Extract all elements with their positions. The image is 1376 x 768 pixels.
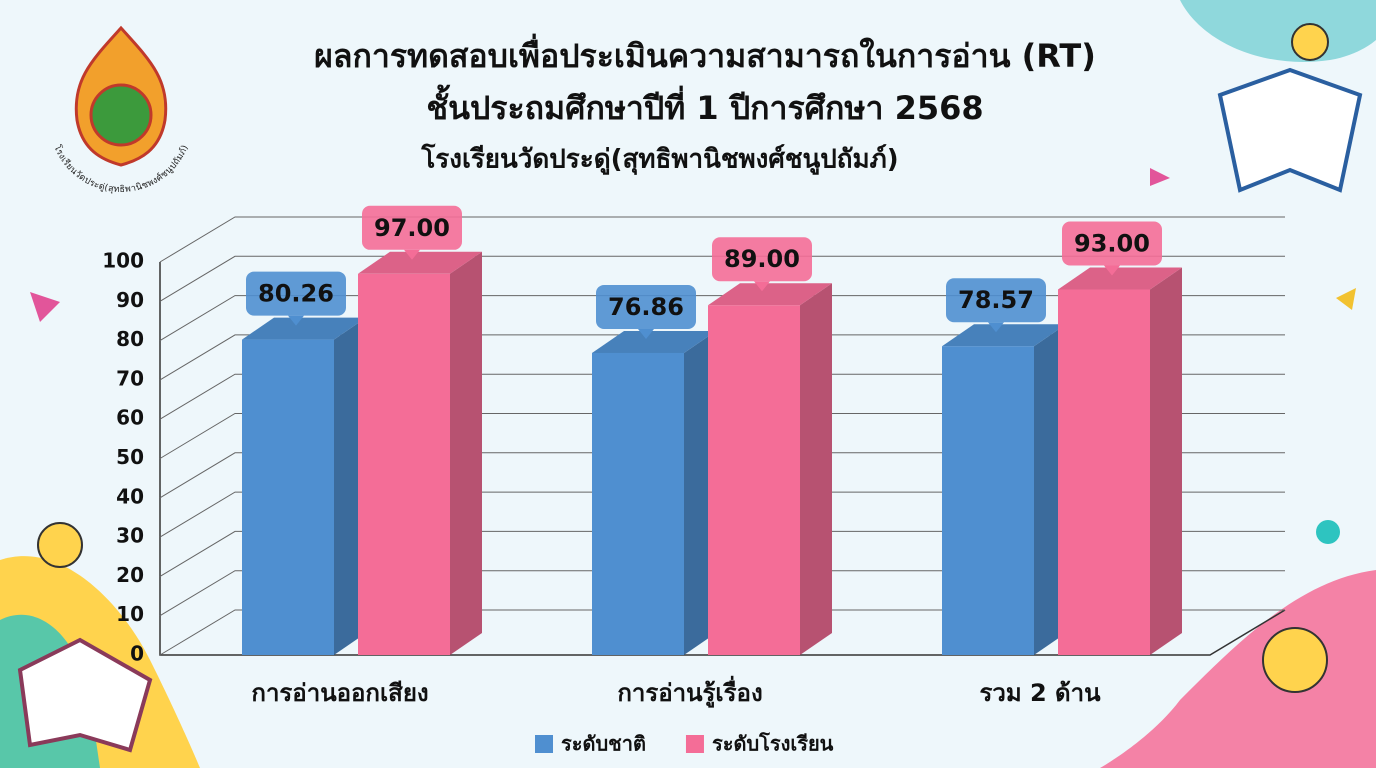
- grid-line: [159, 255, 1285, 302]
- y-tick-label: 0: [130, 642, 144, 666]
- x-tick-label: รวม 2 ด้าน: [979, 679, 1101, 707]
- grid-line: [159, 373, 1285, 420]
- bar-top: [242, 317, 366, 340]
- decor: [1100, 570, 1376, 768]
- value-label-box: [1062, 221, 1162, 266]
- bar-side: [800, 283, 832, 655]
- bar: [1058, 289, 1150, 655]
- chart-title: ผลการทดสอบเพื่อประเมินความสามารถในการอ่า…: [314, 33, 1096, 75]
- bar-side: [1150, 267, 1182, 655]
- legend-label: ระดับโรงเรียน: [712, 732, 834, 756]
- bar-top: [1058, 267, 1182, 290]
- decor: [37, 522, 83, 568]
- plot: 0 10 20 30 40 50 60 70 80 90 100 การอ่านออกเสียง 80.…: [102, 205, 1286, 756]
- decor: [1316, 520, 1340, 544]
- bar: [708, 305, 800, 655]
- value-label: 97.00: [374, 214, 450, 242]
- bar-side: [450, 251, 482, 656]
- chart-subtitle: ชั้นประถมศึกษาปีที่ 1 ปีการศึกษา 2568: [426, 84, 983, 127]
- decor: [17, 637, 153, 753]
- value-label-pointer: [754, 281, 770, 292]
- grid-line: [159, 334, 1285, 381]
- value-label-pointer: [988, 322, 1004, 333]
- y-tick-label: 60: [116, 406, 144, 430]
- value-label: 80.26: [258, 280, 334, 308]
- legend-label: ระดับชาติ: [561, 732, 646, 756]
- value-label: 78.57: [958, 286, 1034, 314]
- value-label-box: [596, 284, 696, 329]
- school-name: โรงเรียนวัดประดู่(สุทธิพานิชพงศ์ชนูปถัมภ…: [420, 143, 898, 176]
- y-tick-label: 50: [116, 445, 144, 469]
- decor: [30, 292, 60, 322]
- value-label: 76.86: [608, 293, 684, 321]
- decor: [1336, 288, 1356, 310]
- decor: [1217, 67, 1363, 193]
- logo: โรงเรียนวัดประดู่(สุทธิพานิชพงศ์ชนูปถัมภ…: [52, 25, 190, 195]
- bar: [242, 339, 334, 655]
- y-tick-label: 30: [116, 524, 144, 548]
- bar-top: [942, 324, 1066, 347]
- value-label-box: [946, 278, 1046, 323]
- grid-line: [159, 413, 1285, 459]
- bar-top: [708, 283, 832, 306]
- decor: [1262, 627, 1328, 693]
- grid-line: [159, 216, 1285, 263]
- bar: [942, 346, 1034, 655]
- value-label-box: [246, 271, 346, 316]
- decor: [1291, 23, 1329, 61]
- legend-swatch: [535, 735, 553, 753]
- value-label: 89.00: [724, 245, 800, 273]
- y-tick-label: 90: [116, 288, 144, 312]
- bar-top: [358, 251, 482, 274]
- grid-line: [159, 570, 1285, 617]
- value-label-pointer: [288, 315, 304, 326]
- legend-swatch: [685, 735, 704, 753]
- y-tick-label: 80: [116, 327, 144, 351]
- y-tick-label: 10: [116, 602, 144, 626]
- grid-line: [159, 609, 1285, 656]
- value-label-pointer: [1104, 265, 1120, 276]
- value-label-box: [712, 237, 812, 282]
- y-tick-label: 100: [102, 249, 144, 273]
- bar: [592, 352, 684, 655]
- grid-line: [159, 530, 1285, 577]
- y-tick-label: 40: [116, 484, 144, 508]
- decor: [1180, 0, 1376, 62]
- bar-top: [592, 330, 716, 353]
- x-tick-label: การอ่านออกเสียง: [251, 679, 428, 707]
- y-tick-label: 20: [116, 563, 144, 587]
- grid-line: [159, 491, 1285, 538]
- x-tick-label: การอ่านรู้เรื่อง: [617, 675, 762, 708]
- value-label-pointer: [638, 328, 654, 339]
- value-label-pointer: [404, 249, 420, 260]
- y-tick-label: 70: [116, 366, 144, 390]
- grid-line: [159, 452, 1285, 499]
- value-label: 93.00: [1074, 230, 1150, 258]
- grid-line: [159, 295, 1285, 342]
- decor: [1150, 168, 1170, 186]
- bar: [358, 273, 450, 655]
- value-label-box: [362, 205, 462, 250]
